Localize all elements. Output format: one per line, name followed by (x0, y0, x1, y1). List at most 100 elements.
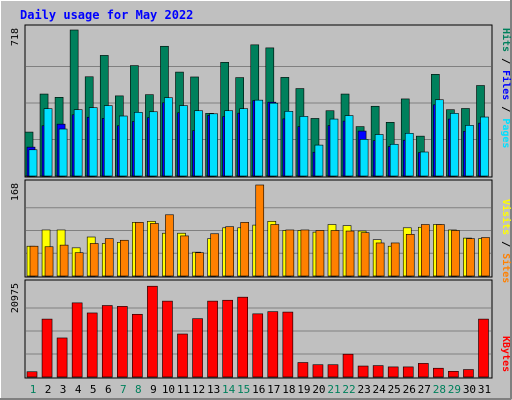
kbytes-bar-day-21 (327, 364, 339, 378)
kbytes-bar-day-31 (478, 318, 489, 378)
pages-bar-day-29 (450, 113, 459, 177)
legend-files: Files (500, 70, 512, 100)
legend-sites: Sites (500, 253, 512, 283)
day-label-21: 21 (327, 383, 340, 396)
pages-bar-day-12 (194, 110, 203, 177)
day-label-25: 25 (388, 383, 401, 396)
kbytes-bar-day-25 (387, 366, 399, 378)
pages-bar-day-23 (359, 139, 369, 177)
kbytes-bar-day-6 (101, 305, 113, 378)
day-label-16: 16 (252, 383, 265, 396)
kbytes-bar-day-11 (177, 333, 188, 378)
day-label-3: 3 (60, 383, 67, 396)
day-label-1: 1 (30, 383, 37, 396)
pages-bar-day-15 (239, 108, 248, 177)
sites-bar-day-1 (29, 245, 39, 277)
kbytes-panel-frame (24, 279, 493, 379)
kbytes-bar-day-5 (86, 312, 98, 378)
pages-bar-day-7 (119, 115, 128, 177)
sites-bar-day-12 (195, 252, 204, 277)
kbytes-bar-day-29 (448, 370, 459, 378)
kbytes-bar-day-7 (117, 306, 128, 378)
day-label-7: 7 (120, 383, 127, 396)
day-label-13: 13 (207, 383, 220, 396)
hits-legend: Hits / Files / Pages (500, 28, 512, 148)
day-label-10: 10 (162, 383, 175, 396)
kbytes-bar-day-10 (162, 300, 173, 378)
day-label-9: 9 (150, 383, 157, 396)
sites-bar-day-17 (270, 224, 280, 277)
day-label-15: 15 (237, 383, 250, 396)
day-label-6: 6 (105, 383, 112, 396)
pages-bar-day-14 (224, 110, 233, 177)
day-label-12: 12 (192, 383, 205, 396)
hits-panel-frame (24, 24, 493, 178)
day-label-2: 2 (45, 383, 52, 396)
pages-bar-day-27 (419, 151, 429, 177)
day-label-27: 27 (418, 383, 431, 396)
pages-bar-day-21 (329, 118, 339, 177)
legend-pages: Pages (500, 118, 511, 148)
sites-bar-day-23 (360, 232, 370, 277)
sites-bar-day-14 (225, 226, 234, 277)
pages-bar-day-19 (299, 116, 309, 177)
kbytes-bar-day-13 (207, 300, 218, 378)
day-label-8: 8 (135, 383, 142, 396)
sites-bar-day-16 (255, 184, 265, 277)
day-label-23: 23 (357, 383, 370, 396)
pages-bar-day-18 (284, 111, 294, 177)
day-label-5: 5 (90, 383, 97, 396)
sites-bar-day-25 (390, 242, 400, 277)
pages-bar-day-16 (254, 99, 264, 177)
sites-bar-day-21 (330, 230, 340, 277)
sites-bar-day-2 (44, 246, 54, 277)
kbytes-bar-day-18 (282, 311, 294, 378)
day-label-29: 29 (448, 383, 461, 396)
kbytes-bar-day-12 (192, 318, 203, 378)
visits-legend: Visits / Sites (500, 199, 512, 283)
kbytes-bar-day-4 (71, 302, 83, 378)
legend-kbytes: KBytes (500, 336, 511, 372)
pages-bar-day-28 (435, 99, 444, 177)
kbytes-bar-day-23 (357, 365, 369, 378)
pages-bar-day-9 (149, 111, 158, 177)
sites-bar-day-6 (104, 238, 114, 277)
pages-bar-day-22 (344, 115, 354, 177)
visits-ymax-label: 168 (10, 183, 21, 201)
legend-hits: Hits (500, 28, 512, 52)
pages-bar-day-20 (314, 144, 324, 177)
sites-bar-day-9 (150, 223, 159, 277)
sites-bar-day-29 (451, 230, 460, 277)
day-label-22: 22 (342, 383, 355, 396)
sites-bar-day-27 (420, 224, 430, 277)
kbytes-bar-day-14 (222, 299, 233, 378)
pages-bar-day-11 (179, 105, 188, 177)
day-label-30: 30 (463, 383, 476, 396)
visits-sites-bars (26, 184, 490, 277)
pages-bar-day-4 (73, 109, 83, 177)
day-label-24: 24 (373, 383, 387, 396)
pages-bar-day-6 (103, 105, 113, 177)
pages-bar-day-8 (134, 112, 143, 177)
kbytes-bar-day-26 (402, 366, 414, 378)
pages-bar-day-24 (374, 134, 384, 177)
sites-bar-day-13 (210, 233, 219, 277)
pages-bar-day-30 (465, 125, 474, 177)
kbytes-bar-day-1 (26, 371, 38, 378)
pages-bar-day-31 (480, 116, 489, 177)
kbytes-bar-day-15 (237, 296, 248, 378)
kbytes-bar-day-28 (433, 367, 444, 378)
pages-bar-day-3 (58, 128, 68, 177)
day-label-11: 11 (177, 383, 190, 396)
day-label-19: 19 (297, 383, 310, 396)
sites-bar-day-5 (89, 243, 99, 277)
sites-bar-day-28 (436, 224, 445, 277)
sites-bar-day-7 (120, 239, 129, 277)
pages-bar-day-25 (389, 143, 399, 177)
kbytes-bar-day-20 (312, 364, 324, 378)
sites-bar-day-10 (165, 214, 174, 277)
kbytes-ymax-label: 20975 (10, 283, 21, 313)
legend-visits: Visits (500, 199, 512, 235)
pages-bar-day-10 (164, 97, 173, 177)
